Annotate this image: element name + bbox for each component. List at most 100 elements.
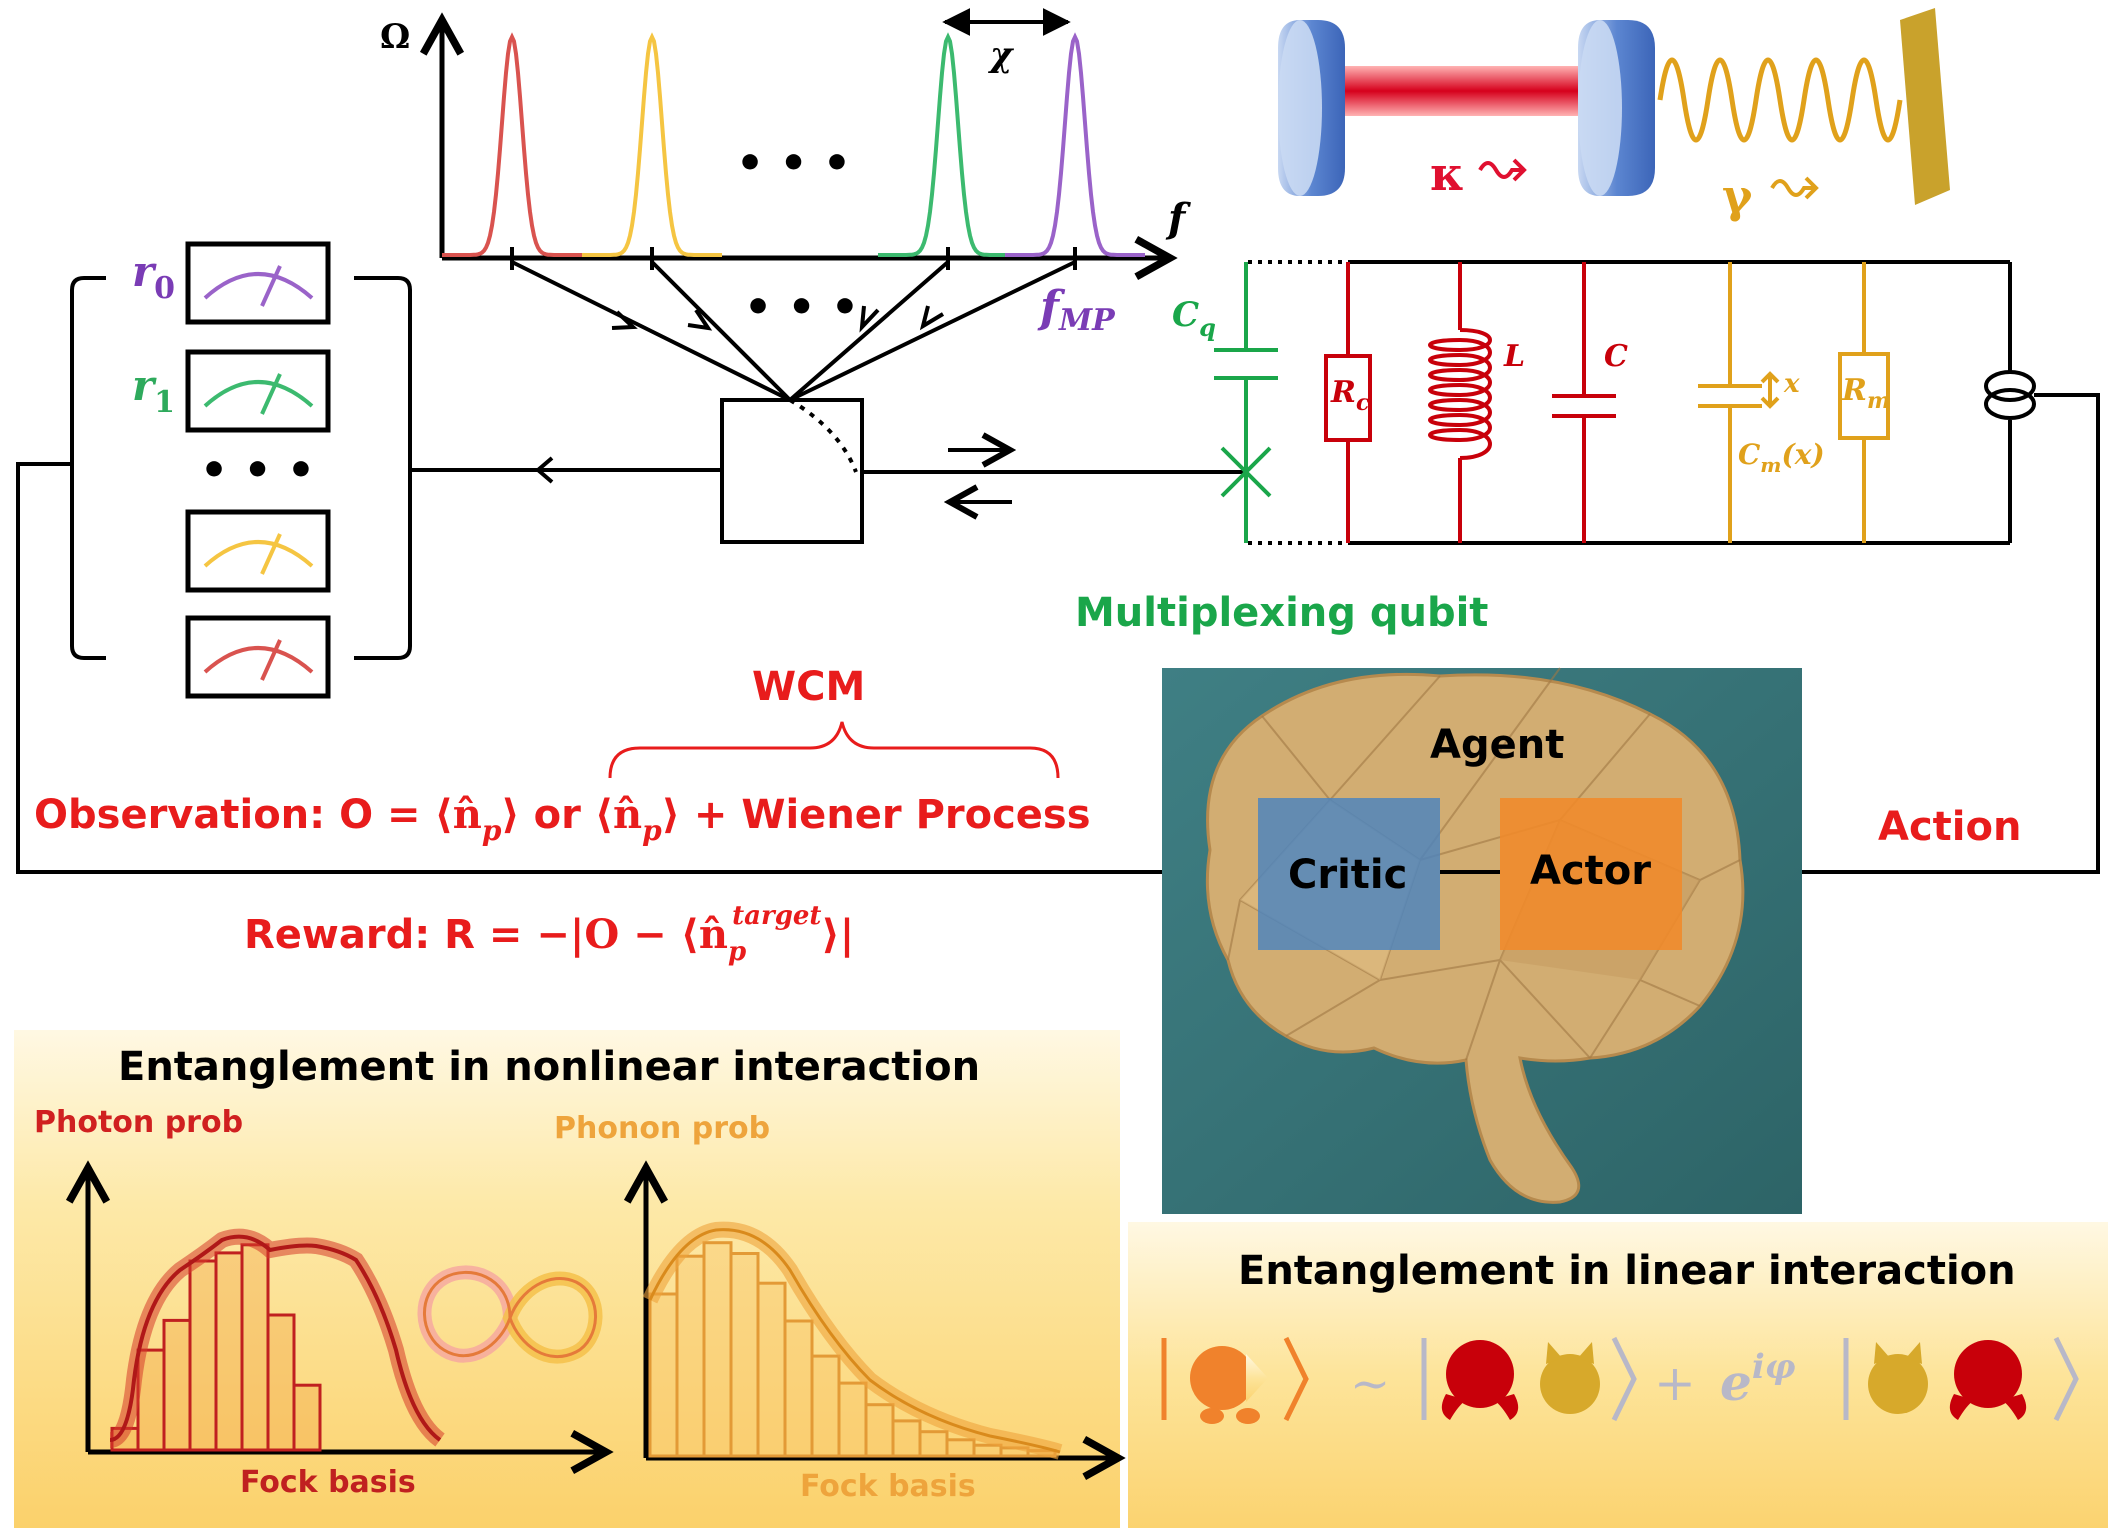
capacitor-c	[1552, 262, 1616, 543]
phonon-bar-7	[810, 1354, 841, 1458]
entangled-state-equation: ~ + eiφ	[1161, 1336, 2079, 1424]
spectrum-x-label: f	[1165, 195, 1191, 242]
linear-panel: Entanglement in linear interaction ~	[1128, 1222, 2108, 1528]
phonon-mode-icon	[1540, 1342, 1600, 1414]
cm-label: Cm(x)	[1738, 438, 1825, 477]
action-label: Action	[1878, 804, 2021, 850]
gamma-label: γ	[1722, 169, 1753, 223]
meter-3	[185, 615, 331, 699]
kappa-arrow	[1478, 158, 1527, 182]
linear-title: Entanglement in linear interaction	[1238, 1248, 2016, 1294]
photon-bar-5	[214, 1251, 244, 1452]
agent-panel: Agent Critic Actor	[1162, 667, 1802, 1214]
meter-1	[185, 349, 331, 433]
phonon-histogram	[648, 1241, 1057, 1458]
photon-bar-6	[240, 1243, 270, 1452]
c-label: C	[1604, 339, 1628, 374]
spectrum-ellipsis: • • •	[736, 138, 851, 189]
phonon-bar-4	[729, 1252, 760, 1458]
circuit: Cq Rc L C x	[1172, 260, 2036, 545]
combined-mode-icon	[1190, 1346, 1268, 1424]
observation-equation: Observation: O = ⟨n̂p⟩ or ⟨n̂p⟩ + Wiener…	[34, 791, 1091, 847]
critic-label: Critic	[1288, 852, 1407, 898]
photon-mode-icon-2	[1949, 1340, 2027, 1420]
frequency-fan	[511, 260, 1076, 402]
multiplexing-qubit-branch	[1214, 262, 1278, 543]
critic-block	[1258, 798, 1440, 950]
cq-label: Cq	[1172, 295, 1216, 342]
wcm-label: WCM	[752, 664, 865, 710]
multiplexing-qubit-label: Multiplexing qubit	[1075, 590, 1488, 636]
photon-x-label: Fock basis	[240, 1465, 416, 1500]
phonon-bar-8	[837, 1381, 868, 1458]
phonon-bar-1	[648, 1292, 679, 1458]
entanglement-infinity-icon	[417, 1265, 603, 1364]
phonon-bar-12	[945, 1438, 976, 1458]
plus-symbol: +	[1654, 1354, 1696, 1412]
laser-beam	[1345, 66, 1600, 116]
spectrum-plot: Ω f • • • χ fMP	[380, 8, 1191, 338]
meter-bracket	[70, 276, 412, 660]
fan-ellipsis: • • •	[744, 282, 859, 333]
wcm-brace	[608, 721, 1060, 779]
x-label: x	[1783, 369, 1800, 399]
spectrum-ticks	[510, 247, 1077, 270]
photon-bar-7	[266, 1313, 296, 1452]
photon-bar-4	[188, 1259, 218, 1452]
phonon-wave	[1657, 57, 1903, 143]
phonon-bar-10	[891, 1419, 922, 1458]
phonon-mode-icon-2	[1868, 1342, 1928, 1414]
spectrum-peak-2	[582, 32, 722, 257]
spectrum-peak-1	[442, 32, 582, 257]
photon-envelope-line	[109, 1234, 442, 1442]
actor-block	[1500, 798, 1682, 950]
photon-mode-icon	[1441, 1340, 1519, 1420]
spectrum-peak-3	[878, 32, 1018, 257]
photon-bar-3	[162, 1318, 192, 1452]
phonon-prob-label: Phonon prob	[554, 1111, 770, 1146]
resistor-rc	[1324, 262, 1372, 543]
meter-0	[185, 241, 331, 325]
current-source	[1984, 370, 2036, 420]
meter-2	[185, 509, 331, 593]
actor-label: Actor	[1530, 848, 1651, 894]
r0-label: r0	[132, 247, 175, 306]
resistor-rm	[1838, 262, 1890, 543]
kappa-label: κ	[1430, 147, 1464, 201]
approx-symbol: ~	[1350, 1356, 1390, 1412]
mechanical-mirror	[1900, 8, 1950, 205]
nonlinear-panel: Entanglement in nonlinear interaction Ph…	[14, 1030, 1120, 1528]
mixer-box	[720, 398, 864, 544]
r1-label: r1	[132, 361, 175, 420]
gamma-arrow	[1770, 176, 1819, 200]
chi-label: χ	[988, 35, 1015, 75]
phonon-bar-2	[675, 1254, 706, 1458]
phase-factor: eiφ	[1720, 1347, 1796, 1412]
phonon-bar-9	[864, 1403, 895, 1458]
phonon-bar-11	[918, 1430, 949, 1458]
inductor-l	[1428, 262, 1492, 543]
rm-label: Rm	[1841, 373, 1890, 414]
l-label: L	[1503, 339, 1525, 374]
phonon-envelope-line	[648, 1228, 1061, 1454]
meters-ellipsis: • • •	[200, 445, 315, 496]
phonon-x-label: Fock basis	[800, 1469, 976, 1504]
linear-background	[1128, 1222, 2108, 1528]
mechanical-capacitor	[1698, 262, 1780, 543]
optomechanical-cavity: κ γ	[1278, 8, 1950, 223]
spectrum-peak-4	[1005, 32, 1145, 257]
rc-label: Rc	[1330, 375, 1370, 416]
feedback-loop	[16, 393, 2100, 874]
box-to-meters-arrow	[534, 456, 560, 484]
fmp-label: fMP	[1037, 282, 1116, 338]
photon-bar-8	[292, 1383, 322, 1452]
photon-prob-label: Photon prob	[34, 1105, 243, 1140]
phonon-bar-5	[756, 1281, 787, 1458]
agent-title: Agent	[1430, 722, 1564, 768]
phonon-bar-3	[702, 1241, 733, 1458]
nonlinear-title: Entanglement in nonlinear interaction	[118, 1044, 980, 1090]
reward-equation: Reward: R = −|O − ⟨n̂ptarget⟩|	[244, 901, 854, 967]
phonon-bar-13	[972, 1443, 1003, 1458]
spectrum-y-label: Ω	[380, 17, 410, 57]
